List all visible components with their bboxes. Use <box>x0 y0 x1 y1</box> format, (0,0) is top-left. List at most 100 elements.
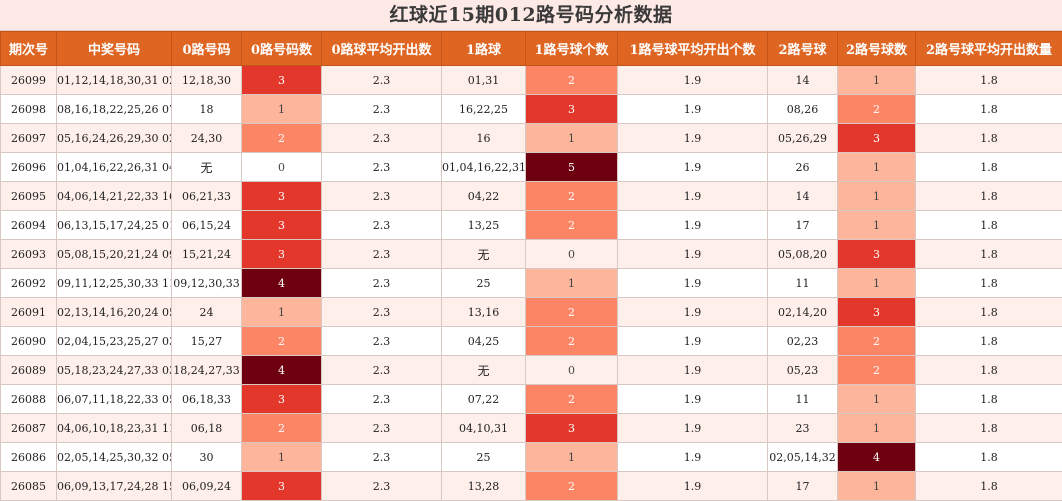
winning-numbers-cell: 05,08,15,20,21,24 09 <box>57 240 172 269</box>
route2-average-cell: 1.8 <box>916 95 1062 124</box>
route1-count-cell: 2 <box>526 182 618 211</box>
route0-count-cell: 2 <box>242 327 322 356</box>
route0-average-cell: 2.3 <box>322 240 442 269</box>
route2-numbers-cell: 23 <box>768 414 838 443</box>
route0-numbers-cell: 06,09,24 <box>172 472 242 501</box>
route2-count-cell: 3 <box>838 298 916 327</box>
route1-count-cell: 2 <box>526 327 618 356</box>
route0-numbers-cell: 24 <box>172 298 242 327</box>
route1-average-cell: 1.9 <box>618 443 768 472</box>
route1-count-cell: 1 <box>526 269 618 298</box>
route2-numbers-cell: 02,23 <box>768 327 838 356</box>
route2-numbers-cell: 11 <box>768 269 838 298</box>
header-route0-average: 0路球平均开出数 <box>322 32 442 66</box>
route0-count-cell: 3 <box>242 211 322 240</box>
route2-average-cell: 1.8 <box>916 240 1062 269</box>
issue-cell: 26091 <box>1 298 57 327</box>
issue-cell: 26085 <box>1 472 57 501</box>
winning-numbers-cell: 05,16,24,26,29,30 02 <box>57 124 172 153</box>
route0-count-cell: 1 <box>242 298 322 327</box>
route0-numbers-cell: 无 <box>172 153 242 182</box>
route2-numbers-cell: 02,05,14,32 <box>768 443 838 472</box>
route1-count-cell: 2 <box>526 385 618 414</box>
route0-numbers-cell: 12,18,30 <box>172 66 242 95</box>
issue-cell: 26090 <box>1 327 57 356</box>
route0-count-cell: 4 <box>242 356 322 385</box>
route0-numbers-cell: 24,30 <box>172 124 242 153</box>
issue-cell: 26094 <box>1 211 57 240</box>
route1-count-cell: 1 <box>526 124 618 153</box>
chart-title: 红球近15期012路号码分析数据 <box>0 0 1062 31</box>
route0-count-cell: 3 <box>242 240 322 269</box>
route0-average-cell: 2.3 <box>322 66 442 95</box>
route2-average-cell: 1.8 <box>916 124 1062 153</box>
route2-average-cell: 1.8 <box>916 269 1062 298</box>
route2-numbers-cell: 05,08,20 <box>768 240 838 269</box>
header-issue: 期次号 <box>1 32 57 66</box>
route1-numbers-cell: 07,22 <box>442 385 526 414</box>
route0-numbers-cell: 06,18 <box>172 414 242 443</box>
issue-cell: 26089 <box>1 356 57 385</box>
route2-numbers-cell: 02,14,20 <box>768 298 838 327</box>
route0-count-cell: 1 <box>242 95 322 124</box>
issue-cell: 26088 <box>1 385 57 414</box>
route2-average-cell: 1.8 <box>916 182 1062 211</box>
header-winning-numbers: 中奖号码 <box>57 32 172 66</box>
issue-cell: 26096 <box>1 153 57 182</box>
route0-numbers-cell: 30 <box>172 443 242 472</box>
route0-average-cell: 2.3 <box>322 153 442 182</box>
winning-numbers-cell: 01,04,16,22,26,31 04 <box>57 153 172 182</box>
route1-average-cell: 1.9 <box>618 153 768 182</box>
route2-count-cell: 3 <box>838 124 916 153</box>
winning-numbers-cell: 01,12,14,18,30,31 02 <box>57 66 172 95</box>
route0-count-cell: 3 <box>242 66 322 95</box>
route1-count-cell: 2 <box>526 211 618 240</box>
route2-count-cell: 1 <box>838 269 916 298</box>
winning-numbers-cell: 09,11,12,25,30,33 11 <box>57 269 172 298</box>
route1-numbers-cell: 25 <box>442 269 526 298</box>
route1-average-cell: 1.9 <box>618 95 768 124</box>
route0-count-cell: 4 <box>242 269 322 298</box>
route2-count-cell: 1 <box>838 414 916 443</box>
route1-numbers-cell: 无 <box>442 240 526 269</box>
route1-average-cell: 1.9 <box>618 472 768 501</box>
route0-count-cell: 3 <box>242 472 322 501</box>
issue-cell: 26097 <box>1 124 57 153</box>
route2-average-cell: 1.8 <box>916 472 1062 501</box>
route0-numbers-cell: 18 <box>172 95 242 124</box>
route1-average-cell: 1.9 <box>618 356 768 385</box>
route0-average-cell: 2.3 <box>322 124 442 153</box>
route1-numbers-cell: 13,25 <box>442 211 526 240</box>
route0-average-cell: 2.3 <box>322 472 442 501</box>
route2-numbers-cell: 05,23 <box>768 356 838 385</box>
header-route2-count: 2路号球数 <box>838 32 916 66</box>
issue-cell: 26086 <box>1 443 57 472</box>
winning-numbers-cell: 06,07,11,18,22,33 05 <box>57 385 172 414</box>
winning-numbers-cell: 06,09,13,17,24,28 15 <box>57 472 172 501</box>
route2-count-cell: 1 <box>838 182 916 211</box>
route0-numbers-cell: 06,15,24 <box>172 211 242 240</box>
issue-cell: 26095 <box>1 182 57 211</box>
route2-numbers-cell: 14 <box>768 182 838 211</box>
issue-cell: 26092 <box>1 269 57 298</box>
route1-count-cell: 0 <box>526 240 618 269</box>
route0-numbers-cell: 18,24,27,33 <box>172 356 242 385</box>
route2-numbers-cell: 11 <box>768 385 838 414</box>
winning-numbers-cell: 08,16,18,22,25,26 07 <box>57 95 172 124</box>
route0-numbers-cell: 06,21,33 <box>172 182 242 211</box>
route1-average-cell: 1.9 <box>618 385 768 414</box>
header-row: 期次号 中奖号码 0路号码 0路号码数 0路球平均开出数 1路球 1路号球个数 … <box>1 32 1062 66</box>
route1-average-cell: 1.9 <box>618 211 768 240</box>
